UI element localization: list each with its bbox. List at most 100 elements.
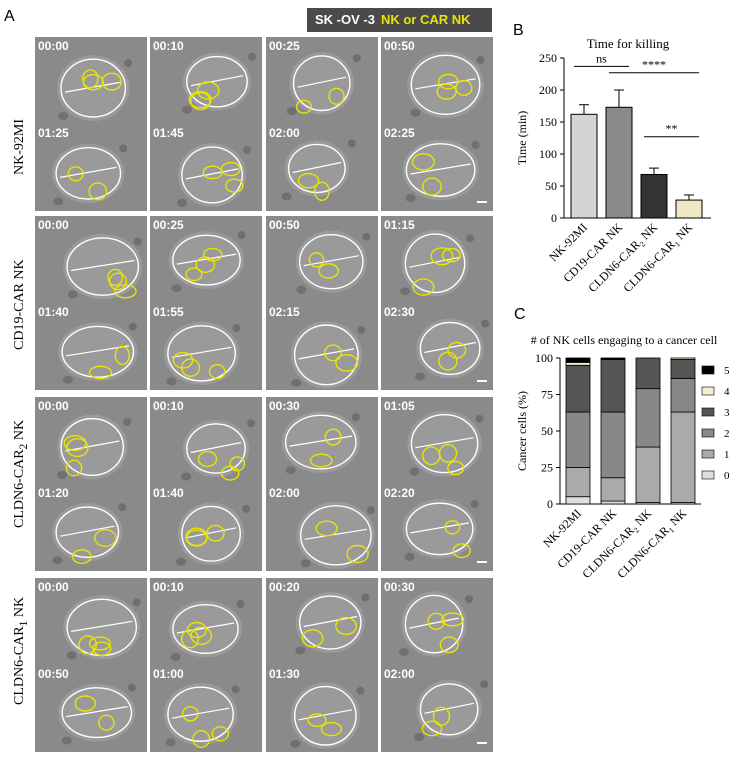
legend-label: 3 xyxy=(724,407,730,419)
y-tick-label: 25 xyxy=(541,461,553,475)
micrograph-frame: 01:00 xyxy=(150,665,262,752)
micrograph-frame: 00:00 xyxy=(35,578,147,665)
y-tick-label: 75 xyxy=(541,388,553,402)
stacked-segment xyxy=(565,411,591,468)
timestamp-label: 02:30 xyxy=(384,305,415,319)
row-label: NK-92MI xyxy=(12,119,27,175)
timestamp-label: 00:30 xyxy=(269,399,300,413)
panel-letter-a: A xyxy=(4,8,15,25)
chart-title: # of NK cells engaging to a cancer cell xyxy=(531,333,718,347)
stacked-segment xyxy=(635,388,661,448)
timestamp-label: 00:00 xyxy=(38,580,69,594)
timestamp-label: 01:25 xyxy=(38,126,69,140)
stacked-segment xyxy=(635,446,661,503)
micrograph-frame: 00:50 xyxy=(381,37,493,124)
timestamp-label: 00:50 xyxy=(38,667,69,681)
scale-bar xyxy=(477,561,487,563)
stacked-segment xyxy=(565,467,591,498)
legend-label: 1 xyxy=(724,449,730,461)
timestamp-label: 01:00 xyxy=(153,667,184,681)
row-label: CD19-CAR NK xyxy=(12,259,27,350)
y-tick-label: 150 xyxy=(539,115,557,129)
timestamp-label: 00:50 xyxy=(269,218,300,232)
micrograph-frame: 02:25 xyxy=(381,124,493,211)
timestamp-label: 00:00 xyxy=(38,218,69,232)
micrograph-frame: 00:10 xyxy=(150,578,262,665)
legend-label: 0 xyxy=(724,470,730,482)
stacked-segment xyxy=(565,361,591,366)
chart-nk-engagement: # of NK cells engaging to a cancer cell 0… xyxy=(515,333,730,581)
significance-label: ns xyxy=(596,51,607,65)
timestamp-label: 00:10 xyxy=(153,399,184,413)
timestamp-label: 01:05 xyxy=(384,399,415,413)
scale-bar xyxy=(477,742,487,744)
legend-label: 2 xyxy=(724,428,730,440)
micrograph-frame: 00:50 xyxy=(266,216,378,303)
timestamp-label: 02:25 xyxy=(384,126,415,140)
legend-swatch xyxy=(701,407,715,417)
y-tick-label: 0 xyxy=(551,211,557,225)
micrograph-frame: 00:50 xyxy=(35,665,147,752)
micrograph-frame: 01:40 xyxy=(35,303,147,390)
micrograph-frame: 01:25 xyxy=(35,124,147,211)
panel-letter-c: C xyxy=(514,306,526,323)
micrograph-frame: 01:30 xyxy=(266,665,378,752)
stacked-segment xyxy=(670,357,696,360)
significance-label: ** xyxy=(666,122,678,136)
timestamp-label: 00:10 xyxy=(153,580,184,594)
timestamp-label: 01:20 xyxy=(38,486,69,500)
micrograph-frame: 02:00 xyxy=(266,484,378,571)
stacked-segment xyxy=(635,357,661,390)
stacked-segment xyxy=(670,359,696,379)
micrograph-frame: 00:10 xyxy=(150,397,262,484)
micrograph-frame: 02:20 xyxy=(381,484,493,571)
stacked-segment xyxy=(670,378,696,413)
micrograph-frame: 00:25 xyxy=(266,37,378,124)
timestamp-label: 01:15 xyxy=(384,218,415,232)
timestamp-label: 00:50 xyxy=(384,39,415,53)
legend-swatch xyxy=(701,428,715,438)
micrograph-frame: 00:00 xyxy=(35,397,147,484)
y-tick-label: 250 xyxy=(539,51,557,65)
timestamp-label: 01:55 xyxy=(153,305,184,319)
timestamp-label: 01:40 xyxy=(38,305,69,319)
bar xyxy=(605,106,633,219)
timestamp-label: 01:40 xyxy=(153,486,184,500)
y-axis-label: Cancer cells (%) xyxy=(515,391,529,471)
y-axis-label: Time (min) xyxy=(515,111,529,166)
scale-bar xyxy=(477,380,487,382)
y-tick-label: 100 xyxy=(539,147,557,161)
timestamp-label: 02:00 xyxy=(269,126,300,140)
legend-target-label: SK -OV -3 xyxy=(315,12,375,27)
micrograph-frame: 00:00 xyxy=(35,37,147,124)
scale-bar xyxy=(477,201,487,203)
timestamp-label: 00:30 xyxy=(384,580,415,594)
legend-swatch xyxy=(701,365,715,375)
y-tick-label: 0 xyxy=(547,497,553,511)
micrograph-frame: 02:00 xyxy=(266,124,378,211)
bar xyxy=(570,113,598,219)
timestamp-label: 01:30 xyxy=(269,667,300,681)
y-tick-label: 100 xyxy=(535,351,553,365)
legend-label: 5 xyxy=(724,365,730,377)
micrograph-frame: 00:30 xyxy=(381,578,493,665)
micrograph-frame: 01:05 xyxy=(381,397,493,484)
significance-label: **** xyxy=(642,58,666,72)
micrograph-frame: 01:40 xyxy=(150,484,262,571)
stacked-segment xyxy=(565,364,591,413)
color-legend: SK -OV -3 NK or CAR NK xyxy=(307,8,492,32)
timestamp-label: 02:00 xyxy=(384,667,415,681)
micrograph-frame: 01:45 xyxy=(150,124,262,211)
micrograph-frame: 00:25 xyxy=(150,216,262,303)
chart-title: Time for killing xyxy=(587,36,670,51)
stacked-segment xyxy=(600,357,626,360)
timestamp-label: 00:00 xyxy=(38,399,69,413)
timestamp-label: 00:10 xyxy=(153,39,184,53)
timestamp-label: 01:45 xyxy=(153,126,184,140)
stacked-segment xyxy=(670,411,696,503)
y-tick-label: 50 xyxy=(541,424,553,438)
bar xyxy=(640,173,668,219)
legend-swatch xyxy=(701,386,715,396)
micrograph-frame: 02:00 xyxy=(381,665,493,752)
chart-time-for-killing: Time for killing 0 50 100 150 200 250 Time (min… xyxy=(515,36,711,295)
